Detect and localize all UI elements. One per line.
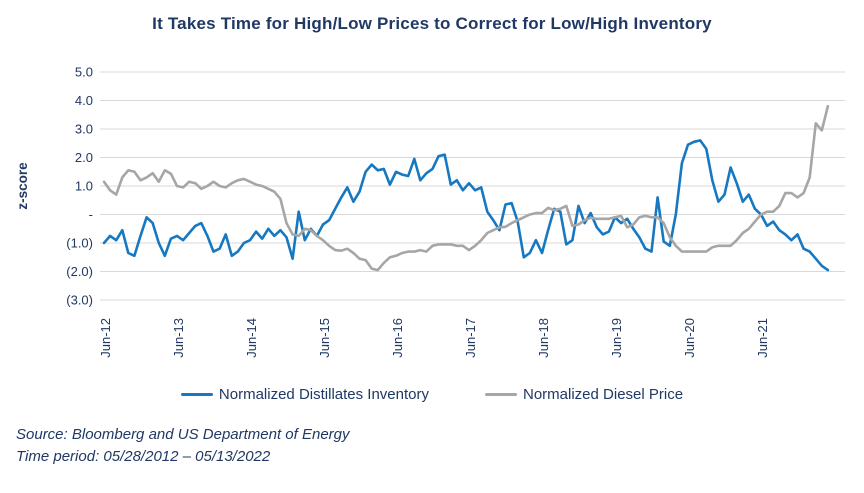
chart-legend: Normalized Distillates Inventory Normali…: [0, 386, 864, 403]
x-tick-label: Jun-18: [536, 318, 551, 358]
legend-label-diesel-price: Normalized Diesel Price: [523, 386, 684, 403]
x-tick-label: Jun-17: [463, 318, 478, 358]
legend-swatch-gray-line: [485, 393, 517, 396]
y-tick-label: 1.0: [75, 179, 93, 194]
legend-item-diesel-price: Normalized Diesel Price: [485, 386, 683, 403]
x-tick-label: Jun-13: [171, 318, 186, 358]
source-line: Source: Bloomberg and US Department of E…: [16, 426, 350, 443]
y-tick-label: 5.0: [75, 65, 93, 80]
y-axis-label: z-score: [15, 162, 30, 210]
source-block: Source: Bloomberg and US Department of E…: [16, 424, 350, 468]
legend-label-distillates-inventory: Normalized Distillates Inventory: [218, 386, 429, 403]
y-tick-label: 3.0: [75, 122, 93, 137]
x-tick-label: Jun-21: [755, 318, 770, 358]
legend-swatch-blue-line: [180, 393, 213, 396]
x-tick-label: Jun-19: [609, 318, 624, 358]
y-tick-label: (2.0): [66, 264, 93, 279]
legend-item-distillates-inventory: Normalized Distillates Inventory: [180, 386, 429, 403]
chart-title: It Takes Time for High/Low Prices to Cor…: [152, 14, 712, 33]
y-tick-label: 4.0: [75, 93, 93, 108]
y-tick-label: (1.0): [66, 236, 93, 251]
y-tick-label: 2.0: [75, 150, 93, 165]
x-tick-label: Jun-14: [244, 318, 259, 358]
x-tick-label: Jun-12: [98, 318, 113, 358]
y-tick-label: -: [89, 207, 93, 222]
x-tick-label: Jun-15: [317, 318, 332, 358]
series-line-normalized-diesel-price: [102, 104, 830, 272]
time-period-line: Time period: 05/28/2012 – 05/13/2022: [16, 448, 271, 465]
y-tick-label: (3.0): [66, 293, 93, 308]
x-tick-label: Jun-20: [682, 318, 697, 358]
x-tick-label: Jun-16: [390, 318, 405, 358]
plot-area: 5.0 4.0 3.0 2.0 1.0 - (1.0) (2.0) (3.0) z-score Ju…: [15, 65, 845, 358]
series-line-normalized-distillates-inventory: [102, 139, 830, 272]
